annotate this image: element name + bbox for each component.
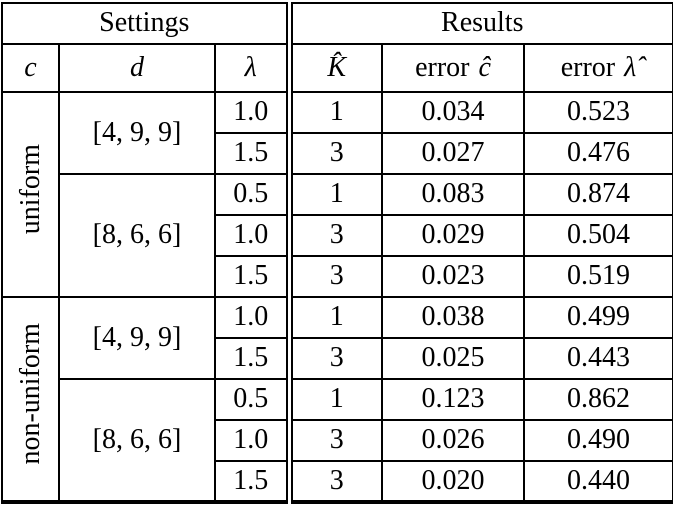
k-value-cell: 3 — [285, 419, 383, 462]
error-c-value-cell: 0.026 — [381, 419, 525, 462]
k-value-cell: 3 — [285, 132, 383, 175]
c-symbol: c — [24, 51, 37, 83]
lambda-value-cell: 1.0 — [214, 91, 290, 134]
error-c-value-cell: 0.029 — [381, 214, 525, 257]
lambda-value-cell: 1.5 — [214, 460, 290, 503]
error-c-value-cell: 0.083 — [381, 173, 525, 216]
table-row: 1.0 3 0.029 0.504 — [2, 214, 673, 257]
error-c-value-cell: 0.020 — [381, 460, 525, 503]
c-group-cell-uniform: uniform — [1, 91, 60, 298]
error-label: error — [560, 51, 616, 83]
k-value-cell: 1 — [285, 173, 383, 216]
table-row: [8, 6, 6] 0.5 1 0.123 0.862 — [2, 378, 673, 503]
d-value-cell: [4, 9, 9] — [58, 296, 216, 380]
lambda-hat-symbol: λ̂ — [624, 51, 637, 83]
error-label: error — [415, 51, 470, 83]
error-lambda-value-cell: 0.862 — [522, 378, 673, 421]
lambda-value-cell: 1.5 — [214, 337, 290, 380]
lambda-value-cell: 1.5 — [214, 255, 290, 298]
table-row: [8, 6, 6] 0.5 1 0.083 0.874 — [2, 173, 673, 298]
error-lambda-value-cell: 0.443 — [522, 337, 673, 380]
table-row: 1.5 3 0.023 0.519 — [2, 255, 673, 298]
error-c-value-cell: 0.038 — [381, 296, 525, 339]
k-value-cell: 3 — [285, 460, 383, 503]
k-value-cell: 1 — [285, 378, 383, 421]
table-row: 1.0 3 0.026 0.490 — [2, 419, 673, 462]
c-hat-symbol: ĉ — [478, 51, 491, 83]
lambda-value-cell: 0.5 — [214, 378, 290, 421]
lambda-value-cell: 1.5 — [214, 132, 290, 175]
col-header-error-c: error ĉ — [381, 43, 525, 93]
c-group-cell-non-uniform: non-uniform — [1, 296, 60, 503]
error-lambda-value-cell: 0.476 — [522, 132, 673, 175]
error-lambda-value-cell: 0.874 — [522, 173, 673, 216]
error-lambda-value-cell: 0.499 — [522, 296, 673, 339]
lambda-symbol: λ — [244, 51, 257, 83]
lambda-value-cell: 1.0 — [214, 214, 290, 257]
col-header-k-hat: K̂ — [285, 43, 383, 93]
col-header-c: c — [1, 43, 60, 93]
error-c-value-cell: 0.123 — [381, 378, 525, 421]
k-value-cell: 1 — [285, 91, 383, 134]
k-value-cell: 3 — [285, 337, 383, 380]
error-lambda-value-cell: 0.440 — [522, 460, 673, 503]
d-value-cell: [8, 6, 6] — [58, 378, 216, 503]
error-lambda-value-cell: 0.519 — [522, 255, 673, 298]
error-c-value-cell: 0.034 — [381, 91, 525, 134]
results-group-header: Results — [285, 2, 673, 45]
lambda-value-cell: 1.0 — [214, 419, 290, 462]
error-c-value-cell: 0.027 — [381, 132, 525, 175]
k-value-cell: 3 — [285, 255, 383, 298]
error-lambda-value-cell: 0.504 — [522, 214, 673, 257]
error-c-value-cell: 0.025 — [381, 337, 525, 380]
table-row: 1.5 3 0.025 0.443 — [2, 337, 673, 380]
k-hat-symbol: K̂ — [327, 51, 347, 83]
col-header-lambda: λ — [214, 43, 290, 93]
settings-group-header: Settings — [1, 2, 290, 45]
error-c-value-cell: 0.023 — [381, 255, 525, 298]
table-row: 1.5 3 0.020 0.440 — [2, 460, 673, 503]
table-row: uniform [4, 9, 9] 1.0 1 0.034 0.523 — [1, 91, 673, 298]
c-group-label: non-uniform — [14, 323, 46, 465]
error-lambda-value-cell: 0.523 — [522, 91, 673, 134]
c-group-label: uniform — [14, 144, 46, 235]
d-value-cell: [4, 9, 9] — [58, 91, 216, 175]
lambda-value-cell: 0.5 — [214, 173, 290, 216]
table-row: 1.5 3 0.027 0.476 — [2, 132, 673, 175]
error-lambda-value-cell: 0.490 — [522, 419, 673, 462]
k-value-cell: 1 — [285, 296, 383, 339]
col-header-error-lambda: error λ̂ — [522, 43, 673, 93]
table-row: non-uniform [4, 9, 9] 1.0 1 0.038 0.499 — [1, 296, 673, 503]
col-header-d: d — [58, 43, 216, 93]
results-table: Settings Results c d λ K̂ error ĉ error λ̂… — [1, 2, 673, 504]
k-value-cell: 3 — [285, 214, 383, 257]
group-header-row: Settings Results — [1, 2, 673, 45]
d-symbol: d — [130, 51, 144, 83]
column-header-row: c d λ K̂ error ĉ error λ̂ — [1, 43, 673, 93]
d-value-cell: [8, 6, 6] — [58, 173, 216, 298]
lambda-value-cell: 1.0 — [214, 296, 290, 339]
